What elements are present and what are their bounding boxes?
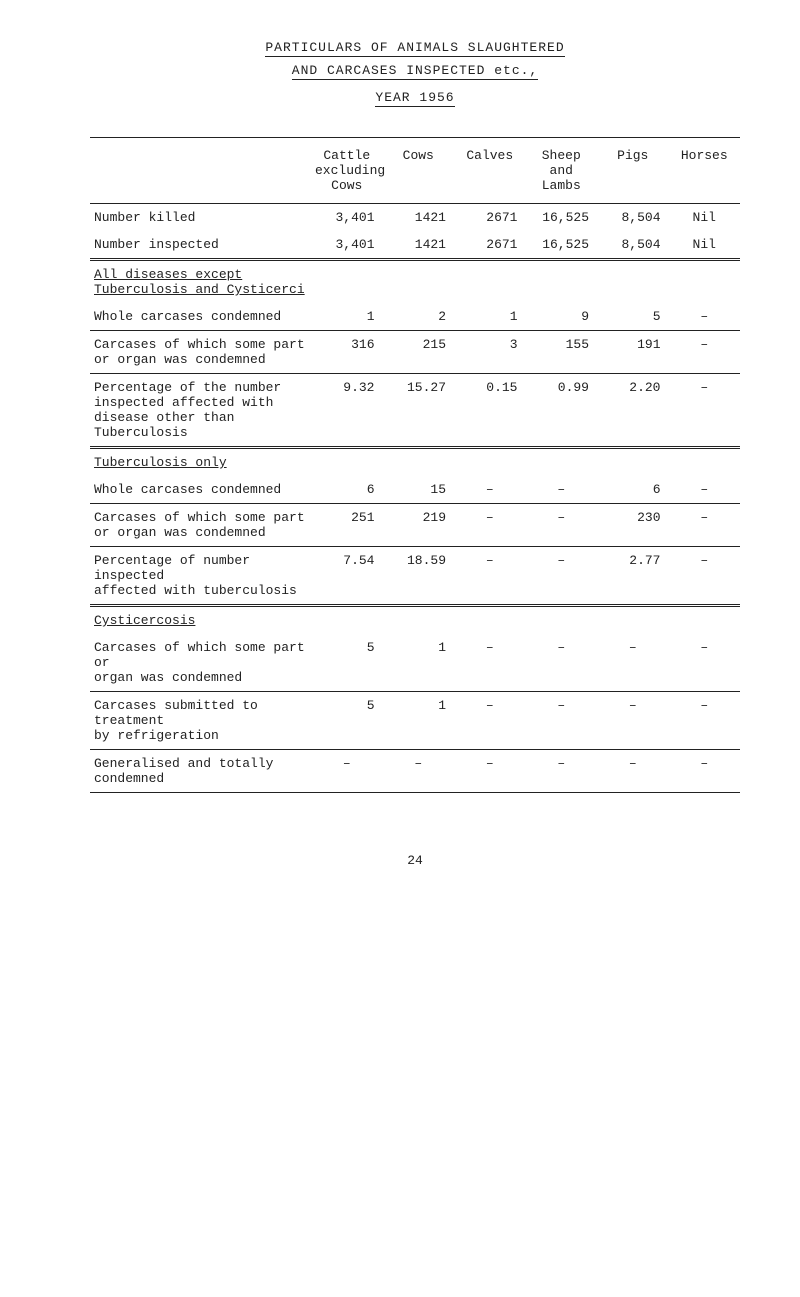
title-sub: AND CARCASES INSPECTED etc., [292, 63, 538, 80]
col-calves: Calves [454, 138, 526, 204]
section-cysticercosis: Cysticercosis [90, 606, 740, 635]
slaughter-table: Cattle excluding Cows Cows Calves Sheep … [90, 137, 740, 793]
row-refrig: Carcases submitted to treatment by refri… [90, 692, 740, 750]
row-partorg-1: Carcases of which some part or organ was… [90, 331, 740, 374]
section-all-diseases: All diseases except Tuberculosis and Cys… [90, 260, 740, 304]
row-killed: Number killed 3,401 1421 2671 16,525 8,5… [90, 204, 740, 232]
col-pigs: Pigs [597, 138, 669, 204]
col-blank [90, 138, 311, 204]
section-tuberculosis: Tuberculosis only [90, 448, 740, 477]
page-number: 24 [90, 853, 740, 868]
row-partorg-2: Carcases of which some part or organ was… [90, 504, 740, 547]
row-pct-1: Percentage of the number inspected affec… [90, 374, 740, 448]
col-horses: Horses [669, 138, 741, 204]
row-partorg-3: Carcases of which some part or organ was… [90, 634, 740, 692]
row-pct-2: Percentage of number inspected affected … [90, 547, 740, 606]
title-main: PARTICULARS OF ANIMALS SLAUGHTERED [265, 40, 564, 57]
row-inspected: Number inspected 3,401 1421 2671 16,525 … [90, 231, 740, 260]
row-generalised: Generalised and totally condemned – – – … [90, 750, 740, 793]
col-cows: Cows [383, 138, 455, 204]
row-whole-1: Whole carcases condemned 1 2 1 9 5 – [90, 303, 740, 331]
title-year: YEAR 1956 [375, 90, 454, 107]
row-whole-2: Whole carcases condemned 6 15 – – 6 – [90, 476, 740, 504]
col-sheep: Sheep and Lambs [526, 138, 598, 204]
col-cattle: Cattle excluding Cows [311, 138, 383, 204]
